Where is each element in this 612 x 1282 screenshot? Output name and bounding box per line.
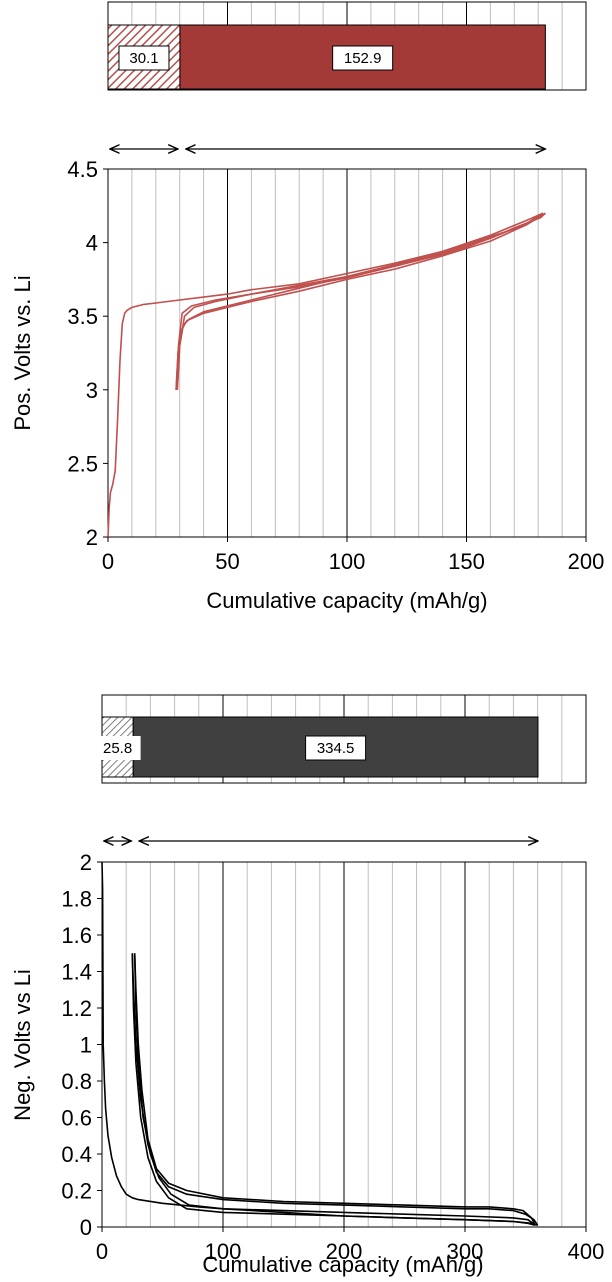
- y-tick-label: 2: [80, 850, 92, 875]
- pos-chart-x-axis-title: Cumulative capacity (mAh/g): [206, 588, 487, 613]
- y-tick-label: 2.5: [67, 451, 98, 476]
- x-tick-label: 100: [329, 549, 366, 574]
- neg-chart-y-ticks: 0 0.2 0.4 0.6 0.8 1 1.2 1.4 1.6 1.8 2: [61, 850, 102, 1240]
- y-tick-label: 0.2: [61, 1179, 92, 1204]
- neg-bar-reversible-label: 334.5: [317, 740, 355, 757]
- x-tick-label: 100: [205, 1239, 242, 1264]
- neg-voltage-series: [101, 861, 539, 1226]
- x-tick-label: 0: [96, 1239, 108, 1264]
- voltage-curve-5: [176, 212, 544, 390]
- voltage-curve-2: [131, 953, 539, 1226]
- y-tick-label: 4: [86, 231, 98, 256]
- neg-bar-irreversible-label-box: [94, 736, 141, 760]
- neg-bar-irreversible-label: 25.8: [103, 740, 132, 757]
- x-tick-label: 50: [215, 549, 239, 574]
- neg-chart-x-ticks: 0 100 200 300 400: [96, 1227, 604, 1264]
- pos-voltage-chart: 0 50 100 150 200 2 2.5 3 3.5 4 4.5 Cumulative cap…: [10, 157, 604, 613]
- x-tick-label: 150: [448, 549, 485, 574]
- neg-voltage-chart: 0 100 200 300 400 0 0.2 0.4 0.6 0.8 1 1.2 1.4 1.6 1.8…: [10, 850, 604, 1277]
- voltage-curve-5: [133, 953, 534, 1224]
- y-tick-label: 4.5: [67, 157, 98, 182]
- pos-voltage-series: [107, 212, 546, 538]
- y-tick-label: 0.6: [61, 1106, 92, 1131]
- pos-bar-irreversible-label: 30.1: [129, 50, 158, 67]
- neg-capacity-bar-panel: 25.8 334.5: [94, 694, 587, 784]
- voltage-curve-4: [133, 953, 536, 1226]
- neg-chart-y-axis-title: Neg. Volts vs Li: [10, 969, 35, 1121]
- pos-bar-reversible-label-box: [332, 45, 394, 71]
- neg-bar-reversible-label-box: [305, 735, 367, 761]
- y-tick-label: 0.4: [61, 1142, 92, 1167]
- neg-chart-x-axis-title: Cumulative capacity (mAh/g): [202, 1252, 483, 1277]
- neg-chart-grid: [125, 862, 563, 1227]
- pos-chart-y-ticks: 2 2.5 3 3.5 4 4.5: [67, 157, 108, 550]
- y-tick-label: 3: [86, 378, 98, 403]
- y-tick-label: 0: [80, 1215, 92, 1240]
- y-tick-label: 1.2: [61, 996, 92, 1021]
- y-tick-label: 3.5: [67, 304, 98, 329]
- y-tick-label: 1.4: [61, 960, 92, 985]
- pos-chart-grid: [131, 169, 563, 537]
- pos-bar-irreversible-label-box: [118, 45, 170, 71]
- y-tick-label: 0.8: [61, 1069, 92, 1094]
- x-tick-label: 400: [568, 1239, 605, 1264]
- voltage-curve-1: [107, 212, 546, 538]
- x-tick-label: 200: [326, 1239, 363, 1264]
- y-tick-label: 2: [86, 525, 98, 550]
- x-tick-label: 200: [568, 549, 605, 574]
- pos-chart-y-axis-title: Pos. Volts vs. Li: [10, 275, 35, 430]
- x-tick-label: 0: [102, 549, 114, 574]
- pos-chart-x-ticks: 0 50 100 150 200: [102, 537, 604, 574]
- y-tick-label: 1.8: [61, 887, 92, 912]
- y-tick-label: 1.6: [61, 923, 92, 948]
- x-tick-label: 300: [447, 1239, 484, 1264]
- voltage-curve-3: [131, 953, 536, 1226]
- y-tick-label: 1: [80, 1033, 92, 1058]
- pos-bar-reversible-label: 152.9: [344, 50, 382, 67]
- pos-capacity-bar-panel: 30.1 152.9: [107, 1, 587, 91]
- voltage-curve-4: [176, 212, 544, 390]
